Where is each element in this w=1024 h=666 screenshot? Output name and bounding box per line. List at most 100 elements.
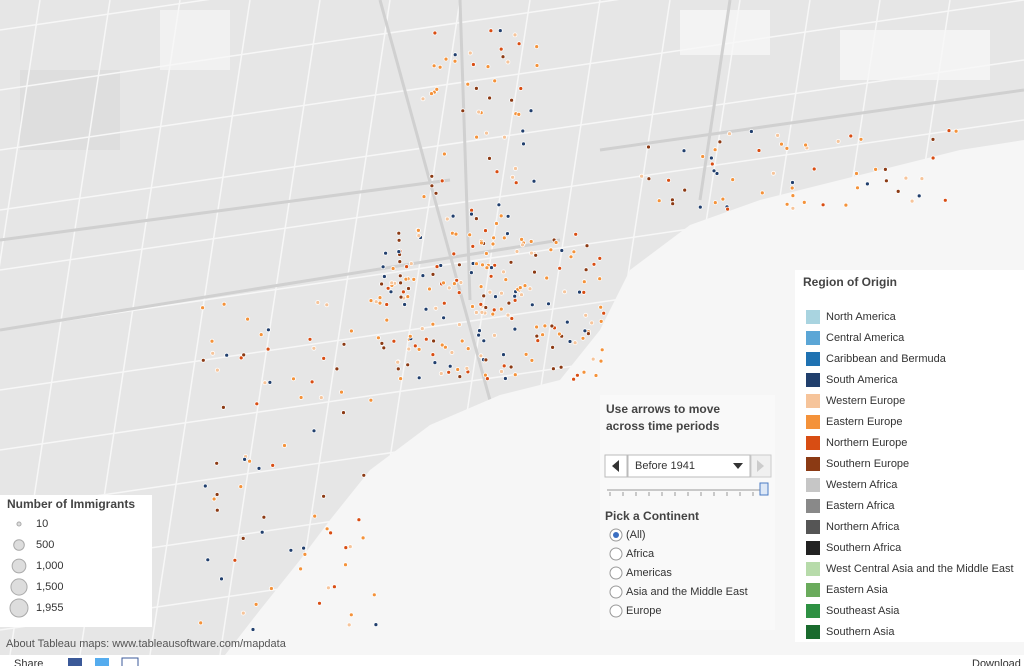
dot (431, 338, 437, 344)
toolbar (0, 655, 1024, 666)
color-swatch (806, 310, 820, 324)
dot (411, 276, 417, 282)
park (20, 70, 120, 150)
size-swatch (10, 578, 28, 596)
dot (291, 376, 296, 382)
size-legend-title: Number of Immigrants (7, 497, 135, 511)
color-label: Southeast Asia (826, 605, 900, 617)
dot (485, 64, 491, 69)
dot (501, 352, 506, 358)
radio[interactable] (609, 566, 623, 580)
dot (473, 216, 479, 222)
color-label: Eastern Africa (826, 500, 895, 512)
dot (670, 201, 676, 207)
dot (470, 304, 475, 309)
dot (478, 353, 484, 359)
color-label: Western Europe (826, 395, 905, 407)
dot (771, 170, 776, 176)
dot (589, 320, 595, 326)
dot (567, 339, 573, 344)
dot (581, 279, 587, 285)
dot (558, 364, 564, 370)
time-selected: Before 1941 (635, 460, 695, 472)
dot (307, 336, 313, 342)
radio[interactable] (609, 547, 623, 561)
dot (534, 63, 540, 68)
dot (232, 557, 238, 563)
dot (535, 338, 541, 344)
dot (245, 316, 251, 322)
dot (546, 301, 551, 307)
color-swatch (806, 352, 820, 366)
dot (930, 155, 936, 161)
dot (512, 372, 518, 378)
dot (420, 273, 426, 279)
dropdown-icon (733, 463, 743, 469)
dot (583, 312, 589, 318)
dot (318, 395, 324, 401)
slider-handle[interactable] (759, 482, 769, 496)
dot (429, 183, 435, 189)
dot (396, 230, 402, 236)
dot (509, 97, 515, 103)
dot (483, 357, 489, 363)
dot (389, 280, 395, 286)
time-dropdown[interactable] (627, 454, 751, 478)
dot (214, 507, 220, 513)
radio-label: (All) (626, 529, 646, 541)
color-legend-title: Region of Origin (803, 275, 897, 289)
dot (398, 376, 404, 382)
dot (474, 134, 480, 140)
dot (391, 338, 397, 344)
dot (433, 305, 439, 311)
radio[interactable] (609, 604, 623, 618)
dot (396, 249, 402, 255)
radio[interactable] (609, 585, 623, 599)
dot (240, 536, 246, 541)
dot (575, 372, 580, 378)
attribution[interactable]: About Tableau maps: www.tableausoftware.… (6, 638, 287, 650)
dot (666, 177, 671, 183)
dot (581, 289, 587, 295)
dot (282, 443, 287, 448)
dot (714, 171, 720, 176)
dot (700, 154, 706, 159)
dot (591, 261, 597, 267)
twitter-icon[interactable] (95, 658, 109, 666)
dot (670, 197, 675, 203)
dot (520, 242, 525, 248)
dot (321, 493, 327, 499)
dot (343, 545, 349, 550)
dot (259, 529, 265, 535)
dot (491, 235, 497, 241)
dot (789, 185, 795, 191)
facebook-icon[interactable] (68, 658, 82, 666)
dot (494, 221, 499, 226)
download-button[interactable]: Download (972, 658, 1021, 666)
dot (439, 342, 445, 348)
dot (298, 566, 304, 572)
dot (443, 56, 449, 62)
dot (458, 280, 464, 285)
dot (568, 254, 574, 260)
dot (315, 300, 321, 305)
dot (476, 332, 482, 338)
share-button[interactable]: Share (14, 658, 43, 666)
time-slider[interactable] (607, 482, 769, 496)
dot (790, 205, 796, 211)
dot (506, 300, 512, 306)
dot (512, 32, 518, 38)
dot (321, 355, 327, 361)
dot (492, 332, 497, 338)
dot (324, 302, 330, 308)
dot (559, 248, 565, 253)
dot (298, 395, 304, 400)
dot (725, 206, 730, 212)
email-icon[interactable] (121, 657, 139, 666)
dot (505, 59, 511, 65)
dot (373, 299, 379, 305)
dot (598, 304, 604, 310)
dot (488, 273, 494, 279)
dot (380, 264, 386, 270)
dot (368, 298, 374, 304)
